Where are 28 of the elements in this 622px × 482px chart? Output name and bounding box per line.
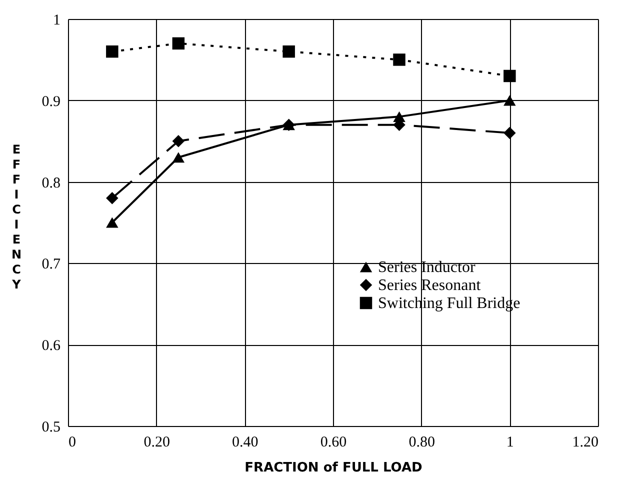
point [106,45,118,58]
x-tick-label: 0.40 [232,434,258,450]
y-tick-label: 0.8 [42,175,60,192]
point [172,152,185,163]
y-tick-label: 0.6 [42,338,61,354]
x-tick-label: 0.80 [408,434,435,450]
point [504,126,516,140]
y-tick-label: 0.9 [42,94,60,110]
point [106,217,118,228]
x-axis-title: FRACTION of FULL LOAD [244,460,423,476]
point [172,134,185,148]
text: EFFICIENCY [11,142,22,292]
y-tick-label: 0.7 [42,256,61,273]
x-tick-label: 0 [68,434,76,450]
x-tick-label: 0.60 [320,434,347,450]
point [393,54,406,66]
y-tick-label: 1 [53,12,60,28]
point [282,45,295,58]
x-tick-label: 0.20 [144,434,170,450]
x-tick-label: 1.20 [572,434,598,450]
point [172,37,185,50]
y-tick-label: 0.5 [42,420,60,436]
point [504,95,516,106]
legend-label: Series Resonant [378,277,482,294]
legend-label: Series Inductor [378,259,476,276]
point [504,70,516,82]
point [106,192,118,204]
x-tick-label: 1 [506,434,514,450]
